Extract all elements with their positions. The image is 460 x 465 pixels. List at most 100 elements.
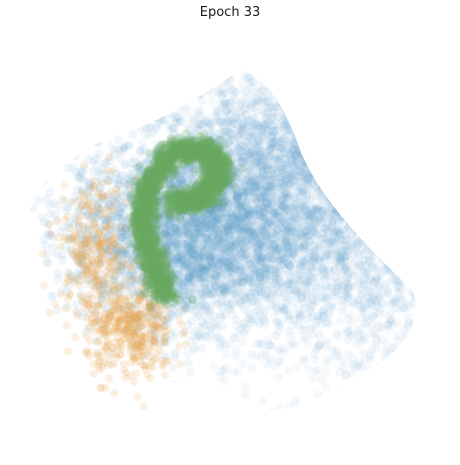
data-point (421, 318, 430, 327)
data-point (329, 427, 338, 436)
data-point (350, 210, 359, 219)
data-point (320, 100, 329, 109)
data-point (381, 228, 390, 237)
data-point (347, 120, 356, 129)
data-point (449, 202, 458, 211)
data-point (341, 293, 350, 302)
data-point (427, 367, 436, 376)
data-point (414, 276, 423, 285)
data-point (361, 160, 370, 169)
data-point (306, 128, 315, 137)
data-point (324, 112, 333, 121)
data-point (397, 183, 406, 192)
data-point (349, 154, 358, 163)
data-point (451, 264, 460, 273)
data-point (301, 121, 310, 130)
data-point (302, 107, 311, 116)
data-point (437, 292, 446, 301)
data-point (340, 97, 349, 106)
data-point (369, 151, 378, 160)
data-point (322, 150, 331, 159)
data-point (328, 95, 337, 104)
data-point (322, 150, 331, 159)
data-point (379, 222, 388, 231)
data-point (372, 197, 381, 206)
data-point (304, 133, 313, 142)
data-point (333, 116, 342, 125)
data-point (331, 175, 340, 184)
data-point (358, 120, 367, 129)
data-point (365, 352, 374, 361)
data-point (345, 310, 354, 319)
data-point (427, 180, 436, 189)
data-point (362, 215, 371, 224)
data-point (412, 267, 421, 276)
data-point (338, 183, 347, 192)
data-point (308, 147, 317, 156)
data-point (358, 225, 367, 234)
data-point (452, 280, 460, 289)
data-point (326, 132, 335, 141)
data-point (362, 120, 371, 129)
data-point (348, 143, 357, 152)
data-point (387, 231, 396, 240)
data-point (342, 156, 351, 165)
data-point (347, 211, 356, 220)
data-point (300, 132, 309, 141)
data-point (316, 154, 325, 163)
data-point (396, 250, 405, 259)
data-point (211, 69, 220, 78)
data-point (296, 113, 305, 122)
data-point (314, 170, 323, 179)
data-point (358, 169, 367, 178)
data-point (320, 152, 329, 161)
data-point (336, 185, 345, 194)
data-point (341, 156, 350, 165)
data-point (293, 38, 302, 47)
data-point (368, 164, 377, 173)
data-point (328, 299, 337, 308)
data-point (332, 287, 341, 296)
data-point (313, 155, 322, 164)
data-point (358, 121, 367, 130)
data-point (388, 219, 397, 228)
data-point (391, 141, 400, 150)
data-point (325, 177, 334, 186)
data-point (270, 32, 279, 41)
data-point (388, 152, 397, 161)
data-point (307, 104, 316, 113)
data-point (404, 190, 413, 199)
data-point (352, 406, 361, 415)
data-point (349, 157, 358, 166)
data-point (315, 130, 324, 139)
data-point (340, 148, 349, 157)
data-point (357, 118, 366, 127)
data-point (330, 190, 339, 199)
data-point (315, 169, 324, 178)
data-point (347, 154, 356, 163)
data-point (187, 71, 196, 80)
data-point (351, 92, 360, 101)
data-point (340, 140, 349, 149)
data-point (415, 232, 424, 241)
data-point (367, 289, 376, 298)
data-point (337, 186, 346, 195)
data-point (397, 212, 406, 221)
data-point (386, 168, 395, 177)
data-point (315, 154, 324, 163)
data-point (239, 47, 248, 56)
data-point (333, 193, 342, 202)
data-point (333, 140, 342, 149)
data-point (441, 241, 450, 250)
data-point (421, 249, 430, 258)
data-point (319, 160, 328, 169)
data-point (350, 150, 359, 159)
data-point (404, 242, 413, 251)
data-point (263, 73, 272, 82)
data-point (314, 155, 323, 164)
data-point (301, 111, 310, 120)
data-point (324, 87, 333, 96)
data-point (411, 206, 420, 215)
data-point (411, 218, 420, 227)
data-point (450, 356, 459, 365)
